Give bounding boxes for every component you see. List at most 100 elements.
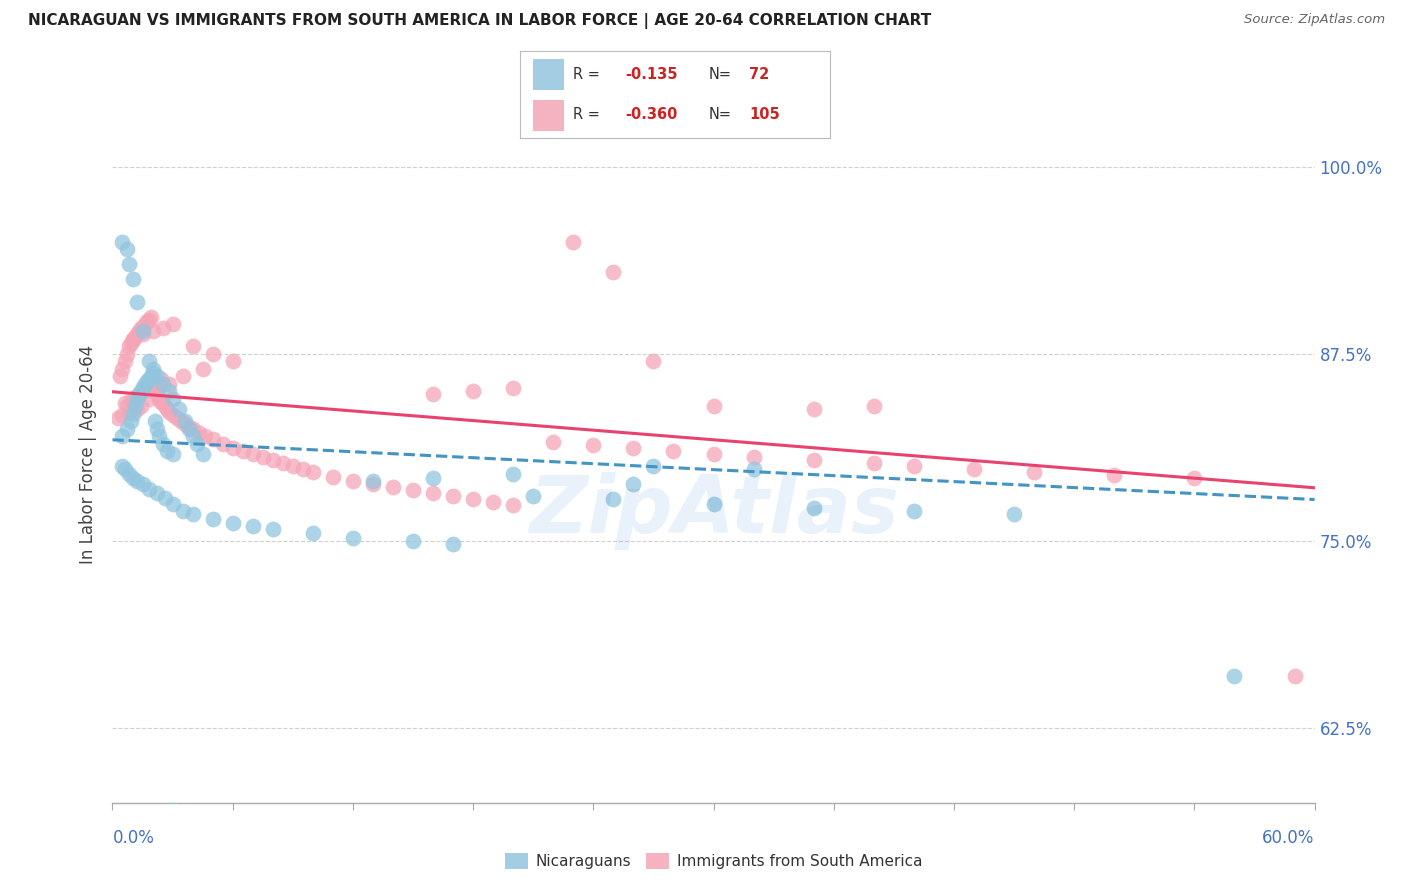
Point xyxy=(803,453,825,467)
Point xyxy=(167,402,190,417)
Point xyxy=(162,803,184,817)
Point xyxy=(702,447,725,461)
Point xyxy=(194,429,217,443)
Point xyxy=(903,504,925,518)
Point xyxy=(115,347,138,361)
Point xyxy=(562,235,585,249)
Point xyxy=(162,447,184,461)
Bar xyxy=(533,100,564,131)
Text: ZipAtlas: ZipAtlas xyxy=(529,472,898,549)
Text: N=: N= xyxy=(709,107,733,122)
Point xyxy=(422,486,444,500)
Point xyxy=(903,459,925,474)
Point xyxy=(145,384,167,399)
Point xyxy=(169,414,191,428)
Point xyxy=(162,317,184,331)
Point xyxy=(115,422,138,436)
Point xyxy=(143,376,166,390)
Point xyxy=(125,474,148,488)
Point xyxy=(402,533,425,548)
Text: Source: ZipAtlas.com: Source: ZipAtlas.com xyxy=(1244,13,1385,27)
Point xyxy=(141,367,163,381)
Point xyxy=(502,467,524,481)
Point xyxy=(121,334,143,348)
Point xyxy=(181,422,204,436)
Point xyxy=(191,362,214,376)
Point xyxy=(153,399,176,413)
Bar xyxy=(533,59,564,90)
Point xyxy=(149,372,172,386)
Point xyxy=(422,471,444,485)
Point xyxy=(181,507,204,521)
Point xyxy=(152,376,174,391)
Point xyxy=(863,399,886,413)
Point xyxy=(143,414,166,428)
Point xyxy=(152,321,174,335)
Point xyxy=(702,399,725,413)
Point xyxy=(162,392,184,406)
Point xyxy=(117,405,139,419)
Text: 105: 105 xyxy=(749,107,780,122)
Point xyxy=(139,378,162,392)
Point xyxy=(402,483,425,497)
Text: -0.135: -0.135 xyxy=(626,67,678,82)
Point xyxy=(120,393,142,408)
Point xyxy=(153,491,176,505)
Point xyxy=(121,272,143,286)
Text: NICARAGUAN VS IMMIGRANTS FROM SOUTH AMERICA IN LABOR FORCE | AGE 20-64 CORRELATI: NICARAGUAN VS IMMIGRANTS FROM SOUTH AMER… xyxy=(28,13,931,29)
Point xyxy=(242,519,264,533)
Point xyxy=(621,441,644,455)
Point xyxy=(177,420,200,434)
Point xyxy=(222,441,245,455)
Point xyxy=(125,402,148,417)
Point xyxy=(131,320,153,334)
Point xyxy=(115,399,138,413)
Point xyxy=(582,438,605,452)
Point xyxy=(157,405,180,419)
Point xyxy=(291,462,314,476)
Point xyxy=(803,501,825,516)
Point xyxy=(191,447,214,461)
Point xyxy=(114,462,136,476)
Point xyxy=(111,235,134,249)
Point xyxy=(382,480,405,494)
Point xyxy=(110,369,132,384)
Point xyxy=(262,522,284,536)
Point xyxy=(131,325,153,339)
Point xyxy=(124,390,146,404)
Point xyxy=(502,498,524,512)
Point xyxy=(149,394,172,409)
Point xyxy=(138,354,160,368)
Point xyxy=(111,362,134,376)
Point xyxy=(201,511,224,525)
Point xyxy=(441,489,464,503)
Point xyxy=(201,432,224,446)
Point xyxy=(134,317,156,331)
Point xyxy=(129,399,152,413)
Point xyxy=(1284,668,1306,682)
Point xyxy=(643,459,665,474)
Point xyxy=(111,459,134,474)
Point xyxy=(115,242,138,256)
Text: N=: N= xyxy=(709,67,733,82)
Point xyxy=(543,435,565,450)
Text: 72: 72 xyxy=(749,67,769,82)
Point xyxy=(281,459,304,474)
Point xyxy=(602,265,624,279)
Point xyxy=(117,467,139,481)
Point xyxy=(441,537,464,551)
Point xyxy=(131,327,153,342)
Point xyxy=(302,465,325,479)
Point xyxy=(131,477,153,491)
Point xyxy=(173,417,195,432)
Text: -0.360: -0.360 xyxy=(626,107,678,122)
Point xyxy=(482,495,505,509)
Point xyxy=(963,462,986,476)
Point xyxy=(186,436,208,450)
Point xyxy=(135,374,157,388)
Point xyxy=(152,436,174,450)
Point xyxy=(162,497,184,511)
Point xyxy=(129,321,152,335)
Point xyxy=(141,325,163,339)
Point xyxy=(155,402,177,417)
